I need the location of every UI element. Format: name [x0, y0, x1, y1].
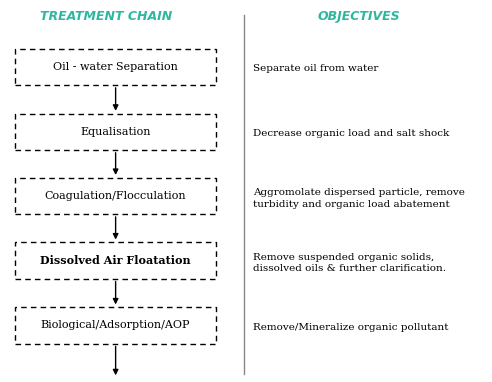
Text: Dissolved Air Floatation: Dissolved Air Floatation: [40, 255, 191, 266]
Text: Biological/Adsorption/AOP: Biological/Adsorption/AOP: [41, 320, 190, 330]
Bar: [15, 49, 216, 85]
Text: Decrease organic load and salt shock: Decrease organic load and salt shock: [253, 129, 450, 138]
Bar: [15, 113, 216, 150]
Text: Remove/Mineralize organic pollutant: Remove/Mineralize organic pollutant: [253, 323, 449, 332]
Text: Coagulation/Flocculation: Coagulation/Flocculation: [45, 191, 186, 201]
Bar: [15, 178, 216, 214]
Text: Oil - water Separation: Oil - water Separation: [53, 62, 178, 72]
Text: TREATMENT CHAIN: TREATMENT CHAIN: [40, 10, 172, 23]
Text: Aggromolate dispersed particle, remove
turbidity and organic load abatement: Aggromolate dispersed particle, remove t…: [253, 188, 465, 209]
Bar: [15, 242, 216, 279]
Text: Equalisation: Equalisation: [80, 127, 151, 137]
Text: OBJECTIVES: OBJECTIVES: [318, 10, 400, 23]
Bar: [15, 307, 216, 344]
Text: Separate oil from water: Separate oil from water: [253, 64, 379, 73]
Text: Remove suspended organic solids,
dissolved oils & further clarification.: Remove suspended organic solids, dissolv…: [253, 253, 446, 273]
